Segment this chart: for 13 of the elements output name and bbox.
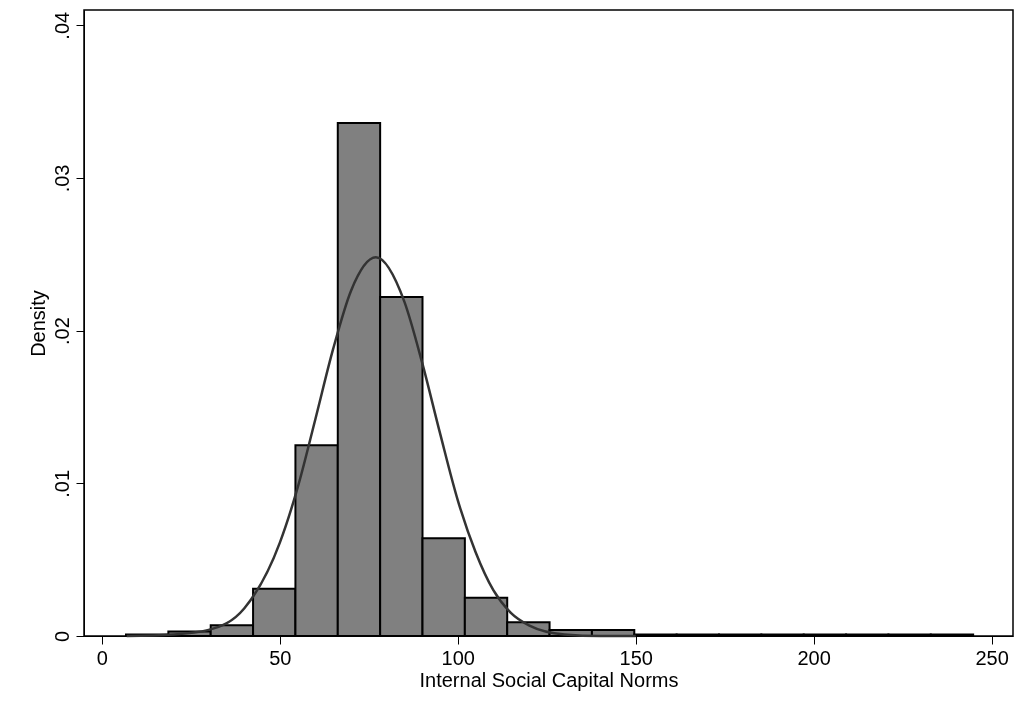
y-tick-label: .04: [50, 11, 73, 40]
y-tick-label: .02: [50, 317, 73, 346]
x-tick-label: 150: [619, 646, 653, 669]
x-tick-label: 50: [269, 646, 292, 669]
x-tick-label: 250: [975, 646, 1009, 669]
y-tick-label: .01: [50, 469, 73, 498]
x-axis-title: Internal Social Capital Norms: [419, 668, 679, 691]
y-tick-label: .03: [50, 164, 73, 193]
x-tick-label: 0: [96, 646, 108, 669]
x-tick-label: 200: [797, 646, 831, 669]
x-tick-label: 100: [441, 646, 475, 669]
y-tick-label: 0: [50, 630, 73, 643]
y-axis-title: Density: [26, 290, 49, 357]
